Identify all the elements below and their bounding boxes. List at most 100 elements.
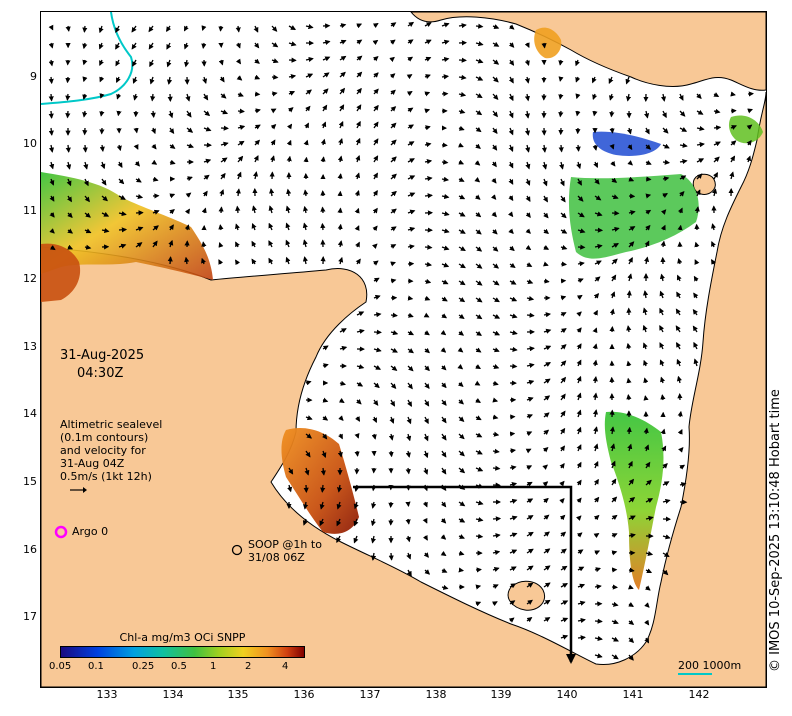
velocity-arrow <box>576 375 582 384</box>
velocity-arrow <box>576 327 582 333</box>
velocity-arrow <box>168 224 174 231</box>
velocity-arrow <box>524 127 531 136</box>
legend-line: (0.1m contours) <box>60 431 149 444</box>
velocity-arrow <box>492 566 500 572</box>
velocity-arrow <box>492 516 502 522</box>
velocity-arrow <box>626 377 632 384</box>
velocity-arrow <box>407 141 415 147</box>
velocity-arrow <box>558 76 564 82</box>
velocity-arrow <box>407 226 416 232</box>
velocity-arrow <box>286 123 293 130</box>
velocity-arrow <box>475 246 483 252</box>
velocity-arrow <box>628 256 633 265</box>
velocity-arrow <box>390 347 398 353</box>
depth-scale-line <box>678 673 712 675</box>
velocity-arrow <box>203 93 209 101</box>
lat-tick: 14 <box>23 407 37 420</box>
velocity-arrow <box>526 548 534 554</box>
velocity-arrow <box>116 93 122 100</box>
velocity-arrow <box>628 176 635 182</box>
velocity-arrow <box>558 144 564 153</box>
velocity-arrow <box>422 501 428 508</box>
velocity-arrow <box>407 39 414 45</box>
velocity-arrow <box>115 42 121 50</box>
velocity-arrow <box>543 582 551 588</box>
velocity-arrow <box>251 223 257 231</box>
velocity-arrow <box>201 42 207 50</box>
velocity-arrow <box>48 59 54 67</box>
soop-label: SOOP @1h to 31/08 06Z <box>248 538 322 564</box>
velocity-arrow <box>82 144 88 153</box>
velocity-arrow <box>322 433 328 440</box>
velocity-arrow <box>508 24 515 30</box>
velocity-arrow <box>662 463 668 469</box>
velocity-arrow <box>202 190 208 197</box>
velocity-arrow <box>509 481 518 488</box>
velocity-arrow <box>322 397 329 403</box>
velocity-arrow <box>526 481 533 487</box>
velocity-arrow <box>65 25 71 32</box>
velocity-arrow <box>475 75 484 81</box>
colorbar-tick: 1 <box>210 661 217 672</box>
velocity-arrow <box>183 25 189 32</box>
velocity-arrow <box>186 110 192 118</box>
velocity-arrow <box>441 193 450 200</box>
velocity-arrow <box>509 532 518 538</box>
map-panel[interactable] <box>40 11 767 688</box>
velocity-arrow <box>645 515 654 521</box>
velocity-arrow <box>322 104 328 112</box>
velocity-arrow <box>372 56 379 62</box>
velocity-arrow <box>441 467 447 475</box>
velocity-arrow <box>441 262 450 268</box>
velocity-arrow <box>390 382 397 389</box>
velocity-arrow <box>509 566 517 572</box>
lat-tick: 10 <box>23 137 37 150</box>
velocity-arrow <box>354 450 360 457</box>
velocity-arrow <box>287 107 294 113</box>
velocity-arrow <box>608 93 614 101</box>
velocity-arrow <box>101 211 110 217</box>
velocity-arrow <box>320 138 326 146</box>
velocity-arrow <box>65 144 71 153</box>
velocity-arrow <box>406 91 413 97</box>
velocity-arrow <box>253 171 259 180</box>
velocity-arrow <box>201 257 206 265</box>
velocity-arrow <box>98 25 104 34</box>
velocity-arrow <box>509 330 518 336</box>
velocity-arrow <box>628 533 636 539</box>
velocity-arrow <box>390 208 397 214</box>
velocity-arrow <box>458 501 466 507</box>
lat-tick: 17 <box>23 610 37 623</box>
velocity-arrow <box>696 158 705 164</box>
velocity-arrow <box>526 531 534 537</box>
velocity-arrow <box>338 256 344 265</box>
velocity-arrow <box>747 108 753 114</box>
velocity-arrow <box>576 343 582 350</box>
velocity-arrow <box>133 144 139 150</box>
velocity-arrow <box>628 497 636 503</box>
velocity-arrow <box>253 155 259 163</box>
velocity-arrow <box>288 25 297 31</box>
velocity-arrow <box>492 110 498 118</box>
velocity-arrow <box>390 278 397 284</box>
velocity-arrow <box>355 120 361 129</box>
velocity-arrow <box>203 174 210 180</box>
velocity-arrow <box>626 325 632 333</box>
velocity-arrow <box>220 93 227 99</box>
velocity-arrow <box>424 74 431 80</box>
velocity-arrow <box>356 87 362 95</box>
velocity-arrow <box>235 241 240 248</box>
velocity-arrow <box>577 228 586 234</box>
velocity-arrow <box>132 76 138 84</box>
velocity-arrow <box>492 24 500 29</box>
velocity-arrow <box>220 141 229 147</box>
velocity-arrow <box>288 91 296 96</box>
velocity-arrow <box>286 155 292 163</box>
velocity-arrow <box>388 450 394 458</box>
velocity-arrow <box>355 241 360 248</box>
lon-tick: 138 <box>425 688 447 701</box>
velocity-arrow <box>422 517 428 524</box>
velocity-arrow <box>168 110 174 119</box>
lon-tick: 133 <box>96 688 118 701</box>
velocity-arrow <box>356 39 363 45</box>
